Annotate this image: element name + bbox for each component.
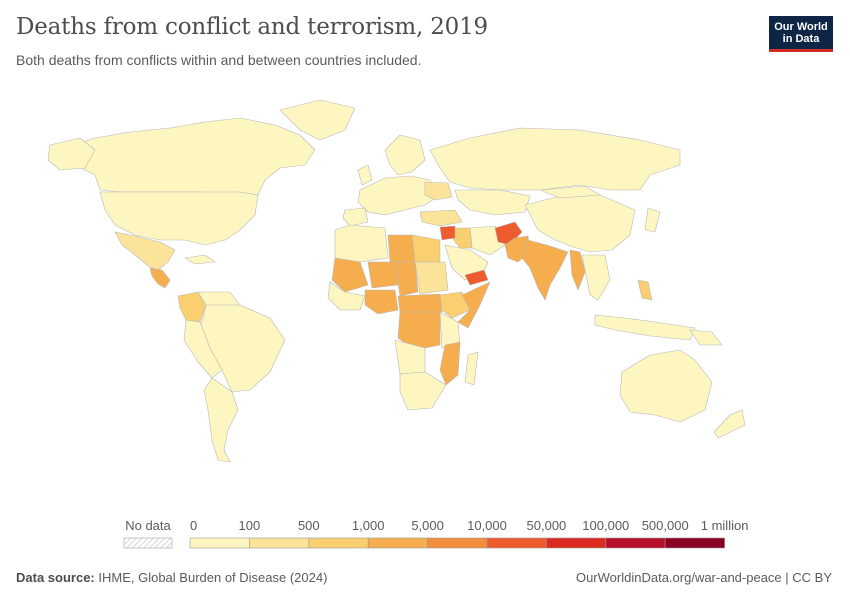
country-chad[interactable]: [394, 261, 419, 297]
country-sudan[interactable]: [414, 261, 449, 295]
country-greenland[interactable]: [279, 99, 356, 141]
country-central-america[interactable]: [149, 267, 171, 289]
legend-bin-4[interactable]: [427, 537, 488, 549]
legend-bin-1[interactable]: [249, 537, 310, 549]
country-russia[interactable]: [429, 127, 681, 191]
country-syria[interactable]: [439, 225, 456, 241]
legend-tick-7: 100,000: [582, 518, 629, 533]
legend-bin-8[interactable]: [664, 537, 725, 549]
country-canada[interactable]: [59, 117, 316, 196]
country-mozambique[interactable]: [439, 341, 461, 386]
legend-bin-0[interactable]: [189, 537, 250, 549]
country-kazakhstan[interactable]: [454, 189, 531, 216]
country-ukraine[interactable]: [424, 181, 453, 201]
legend-tick-9: 1 million: [701, 518, 749, 533]
country-morocco-algeria[interactable]: [334, 224, 389, 263]
country-papua-new-guinea[interactable]: [689, 329, 723, 346]
legend-bin-6[interactable]: [546, 537, 607, 549]
legend-tick-8: 500,000: [642, 518, 689, 533]
country-scandinavia[interactable]: [384, 134, 426, 176]
legend-bin-3[interactable]: [367, 537, 428, 549]
country-niger[interactable]: [367, 261, 399, 289]
country-egypt[interactable]: [411, 234, 441, 263]
country-southern-africa[interactable]: [399, 371, 447, 411]
legend-tick-5: 10,000: [467, 518, 507, 533]
legend-no-data-label: No data: [125, 518, 171, 533]
chart-subtitle: Both deaths from conflicts within and be…: [16, 52, 422, 68]
source-text[interactable]: IHME, Global Burden of Disease (2024): [98, 570, 328, 585]
legend-bins: [189, 537, 725, 549]
chart-title: Deaths from conflict and terrorism, 2019: [16, 14, 488, 40]
country-southeast-asia[interactable]: [581, 254, 611, 301]
legend-bin-5[interactable]: [486, 537, 547, 549]
country-india[interactable]: [521, 239, 569, 301]
country-indonesia[interactable]: [594, 314, 696, 341]
legend-tick-6: 50,000: [527, 518, 567, 533]
country-mali[interactable]: [331, 257, 369, 293]
legend-tick-3: 1,000: [352, 518, 385, 533]
country-nigeria[interactable]: [364, 289, 399, 315]
country-west-africa[interactable]: [327, 281, 366, 311]
country-australia[interactable]: [619, 349, 713, 423]
country-mongolia[interactable]: [539, 185, 601, 199]
color-legend: No data 0 100 500 1,000 5,000 10,000 50,000 100…: [123, 518, 748, 549]
country-yemen[interactable]: [464, 269, 489, 286]
country-libya[interactable]: [387, 234, 416, 263]
source-label: Data source:: [16, 570, 95, 585]
country-alaska[interactable]: [47, 137, 96, 171]
footer-url[interactable]: OurWorldinData.org/war-and-peace | CC BY: [575, 570, 832, 585]
country-turkey[interactable]: [419, 209, 463, 227]
country-usa[interactable]: [99, 191, 259, 246]
country-myanmar[interactable]: [569, 249, 586, 291]
world-map: [47, 99, 746, 463]
legend-tick-0: 0: [190, 518, 197, 533]
country-uk[interactable]: [357, 164, 373, 186]
owid-logo[interactable]: Our World in Data: [769, 16, 833, 52]
country-peru-bolivia[interactable]: [183, 319, 223, 379]
footer-source: Data source: IHME, Global Burden of Dise…: [16, 570, 327, 585]
legend-tick-4: 5,000: [411, 518, 444, 533]
legend-bin-7[interactable]: [605, 537, 666, 549]
legend-no-data-swatch[interactable]: [123, 537, 173, 549]
country-argentina-chile[interactable]: [203, 377, 239, 463]
legend-tick-1: 100: [239, 518, 261, 533]
country-somalia[interactable]: [457, 281, 491, 329]
country-madagascar[interactable]: [464, 351, 479, 386]
legend-tick-2: 500: [298, 518, 320, 533]
country-spain[interactable]: [342, 207, 369, 227]
logo-line-2: in Data: [782, 33, 820, 45]
legend-ticks: 0 100 500 1,000 5,000 10,000 50,000 100,000 500,…: [190, 518, 748, 533]
country-philippines[interactable]: [637, 279, 653, 301]
legend-bin-2[interactable]: [308, 537, 369, 549]
logo-line-1: Our World: [774, 21, 828, 33]
country-japan[interactable]: [644, 207, 661, 233]
country-dr-congo[interactable]: [397, 311, 441, 351]
country-cuba[interactable]: [184, 254, 216, 265]
country-mexico[interactable]: [114, 231, 176, 271]
country-new-zealand[interactable]: [713, 409, 746, 439]
